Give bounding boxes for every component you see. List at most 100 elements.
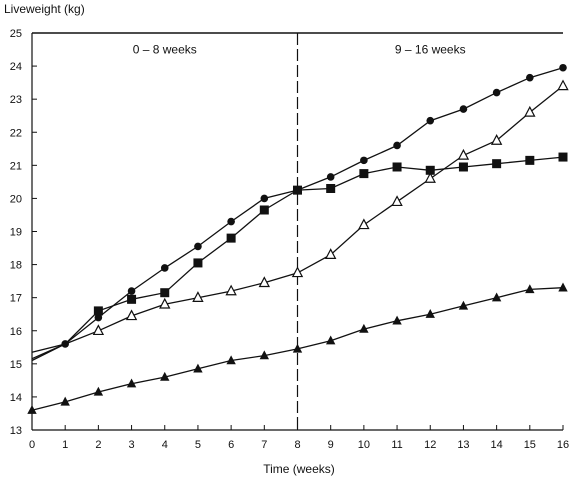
data-point-square: [127, 294, 137, 304]
data-point-filled-triangle: [27, 404, 37, 414]
x-tick-label: 3: [129, 439, 135, 451]
y-tick-label: 20: [10, 193, 22, 205]
data-point-square: [193, 258, 203, 268]
data-point-open-triangle: [557, 79, 569, 91]
data-point-circle: [194, 242, 202, 251]
x-tick-label: 16: [557, 439, 569, 451]
data-point-square: [458, 162, 468, 172]
data-point-square: [326, 183, 336, 193]
data-point-open-triangle: [424, 172, 436, 183]
data-point-circle: [426, 116, 435, 125]
data-point-circle: [326, 173, 335, 181]
series-circle-filled: [31, 63, 567, 362]
data-point-square: [525, 155, 535, 165]
data-point-filled-triangle: [126, 378, 137, 388]
y-axis-title: Liveweight (kg): [4, 2, 85, 16]
y-tick-label: 15: [10, 359, 22, 371]
data-point-square: [392, 162, 402, 172]
series-triangle-open: [31, 79, 569, 360]
data-point-square: [160, 288, 170, 298]
period-annotation: 0 – 8 weeks: [133, 43, 197, 57]
data-point-open-triangle: [457, 148, 470, 160]
data-point-open-triangle: [125, 309, 138, 321]
data-point-filled-triangle: [292, 343, 303, 353]
data-point-open-triangle: [324, 248, 337, 259]
series-square-filled: [31, 152, 568, 353]
data-point-filled-triangle: [558, 282, 568, 292]
data-point-filled-triangle: [60, 396, 70, 406]
x-tick-label: 1: [62, 439, 68, 451]
x-tick-label: 9: [328, 439, 334, 451]
x-tick-label: 10: [358, 439, 370, 451]
x-tick-label: 7: [261, 439, 267, 451]
y-tick-label: 18: [10, 260, 22, 272]
data-point-circle: [160, 264, 169, 272]
data-point-circle: [459, 105, 468, 113]
x-tick-label: 8: [294, 439, 300, 451]
data-point-square: [558, 152, 568, 162]
y-tick-label: 23: [10, 94, 22, 106]
y-tick-label: 22: [10, 127, 22, 139]
y-tick-label: 17: [10, 293, 22, 305]
data-point-filled-triangle: [160, 371, 170, 381]
data-point-filled-triangle: [193, 363, 203, 373]
data-point-square: [259, 205, 269, 215]
data-point-square: [293, 185, 302, 195]
series-triangle-filled: [27, 282, 568, 414]
x-tick-label: 14: [491, 439, 503, 451]
x-tick-label: 0: [29, 439, 35, 451]
data-point-open-triangle: [258, 276, 271, 288]
data-point-filled-triangle: [325, 335, 336, 345]
data-point-filled-triangle: [259, 350, 270, 360]
x-tick-label: 11: [391, 439, 402, 451]
series-layer: [27, 63, 569, 414]
data-point-circle: [94, 313, 103, 322]
y-tick-label: 24: [10, 61, 22, 73]
data-point-open-triangle: [225, 284, 237, 296]
data-point-open-triangle: [159, 297, 171, 309]
x-tick-label: 5: [195, 439, 201, 451]
data-point-filled-triangle: [425, 309, 435, 318]
data-point-filled-triangle: [458, 300, 469, 310]
data-point-open-triangle: [291, 266, 304, 278]
data-point-open-triangle: [391, 195, 403, 207]
labels-layer: 0 – 8 weeks 9 – 16 weeks: [133, 43, 466, 57]
data-point-circle: [260, 194, 269, 203]
data-point-square: [425, 165, 435, 175]
data-point-filled-triangle: [359, 323, 369, 333]
data-point-filled-triangle: [525, 284, 535, 294]
data-point-circle: [526, 73, 534, 82]
data-point-square: [226, 233, 236, 243]
data-point-circle: [227, 217, 235, 226]
data-point-circle: [393, 141, 401, 150]
data-point-square: [359, 169, 369, 179]
x-tick-label: 13: [457, 439, 469, 451]
x-tick-label: 4: [162, 439, 168, 451]
y-tick-label: 25: [10, 28, 22, 40]
y-tick-label: 21: [10, 160, 22, 172]
y-tick-label: 13: [10, 425, 22, 437]
data-point-filled-triangle: [491, 292, 502, 302]
data-point-circle: [127, 287, 136, 295]
x-axis-title: Time (weeks): [263, 462, 335, 476]
period-annotation: 9 – 16 weeks: [395, 43, 466, 57]
data-point-open-triangle: [192, 291, 204, 302]
data-point-circle: [360, 156, 368, 165]
data-point-circle: [492, 88, 501, 97]
data-point-open-triangle: [358, 218, 370, 230]
data-point-circle: [559, 63, 567, 72]
x-tick-label: 12: [424, 439, 436, 451]
data-point-square: [492, 159, 502, 169]
x-tick-label: 2: [95, 439, 101, 451]
y-tick-label: 14: [10, 392, 22, 404]
x-tick-label: 6: [228, 439, 234, 451]
data-point-open-triangle: [92, 324, 105, 336]
series-line: [31, 85, 564, 360]
data-point-filled-triangle: [93, 386, 104, 396]
data-point-filled-triangle: [226, 355, 236, 365]
data-point-square: [93, 306, 103, 316]
data-point-open-triangle: [524, 105, 536, 117]
data-point-open-triangle: [490, 134, 503, 145]
